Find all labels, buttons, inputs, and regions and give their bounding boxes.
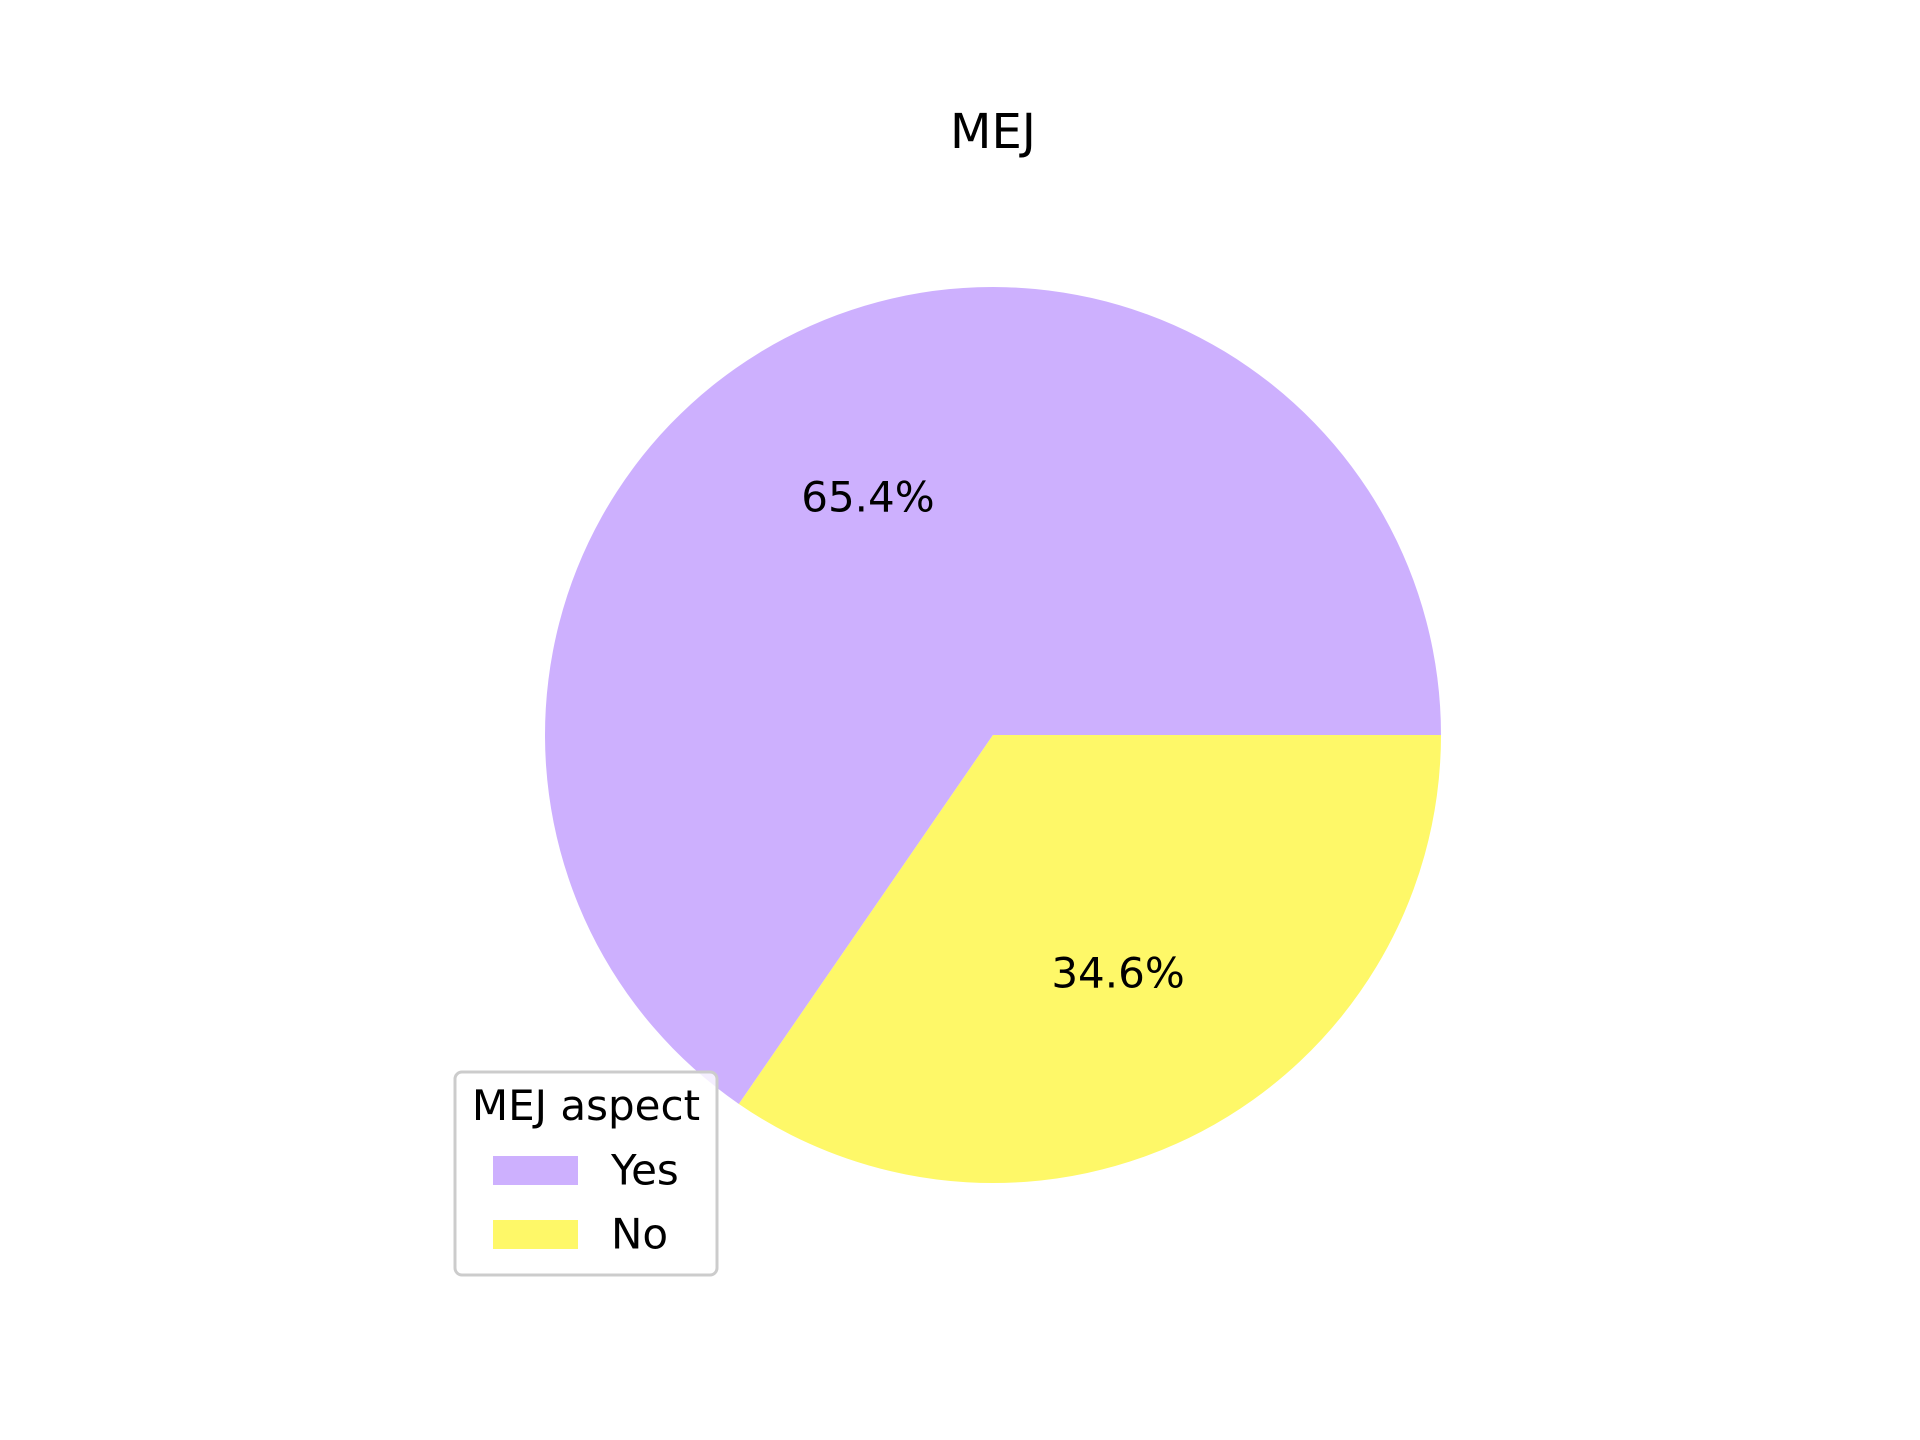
legend-label-no: No (611, 1210, 668, 1259)
slice-label-yes: 65.4% (801, 473, 934, 522)
legend-swatch-yes (493, 1156, 578, 1185)
pie-slice-labels: 65.4% 34.6% (801, 473, 1185, 998)
pie-slices (544, 287, 1441, 1184)
legend-title: MEJ aspect (472, 1081, 700, 1130)
pie-slice-no (738, 735, 1441, 1184)
legend-entries: Yes No (493, 1146, 679, 1259)
chart-title: MEJ (950, 104, 1036, 160)
pie-slice-yes (544, 287, 1441, 1104)
legend-label-yes: Yes (610, 1146, 679, 1195)
legend-swatch-no (493, 1220, 578, 1249)
legend: MEJ aspect Yes No (453, 1070, 719, 1277)
slice-label-no: 34.6% (1051, 948, 1184, 997)
